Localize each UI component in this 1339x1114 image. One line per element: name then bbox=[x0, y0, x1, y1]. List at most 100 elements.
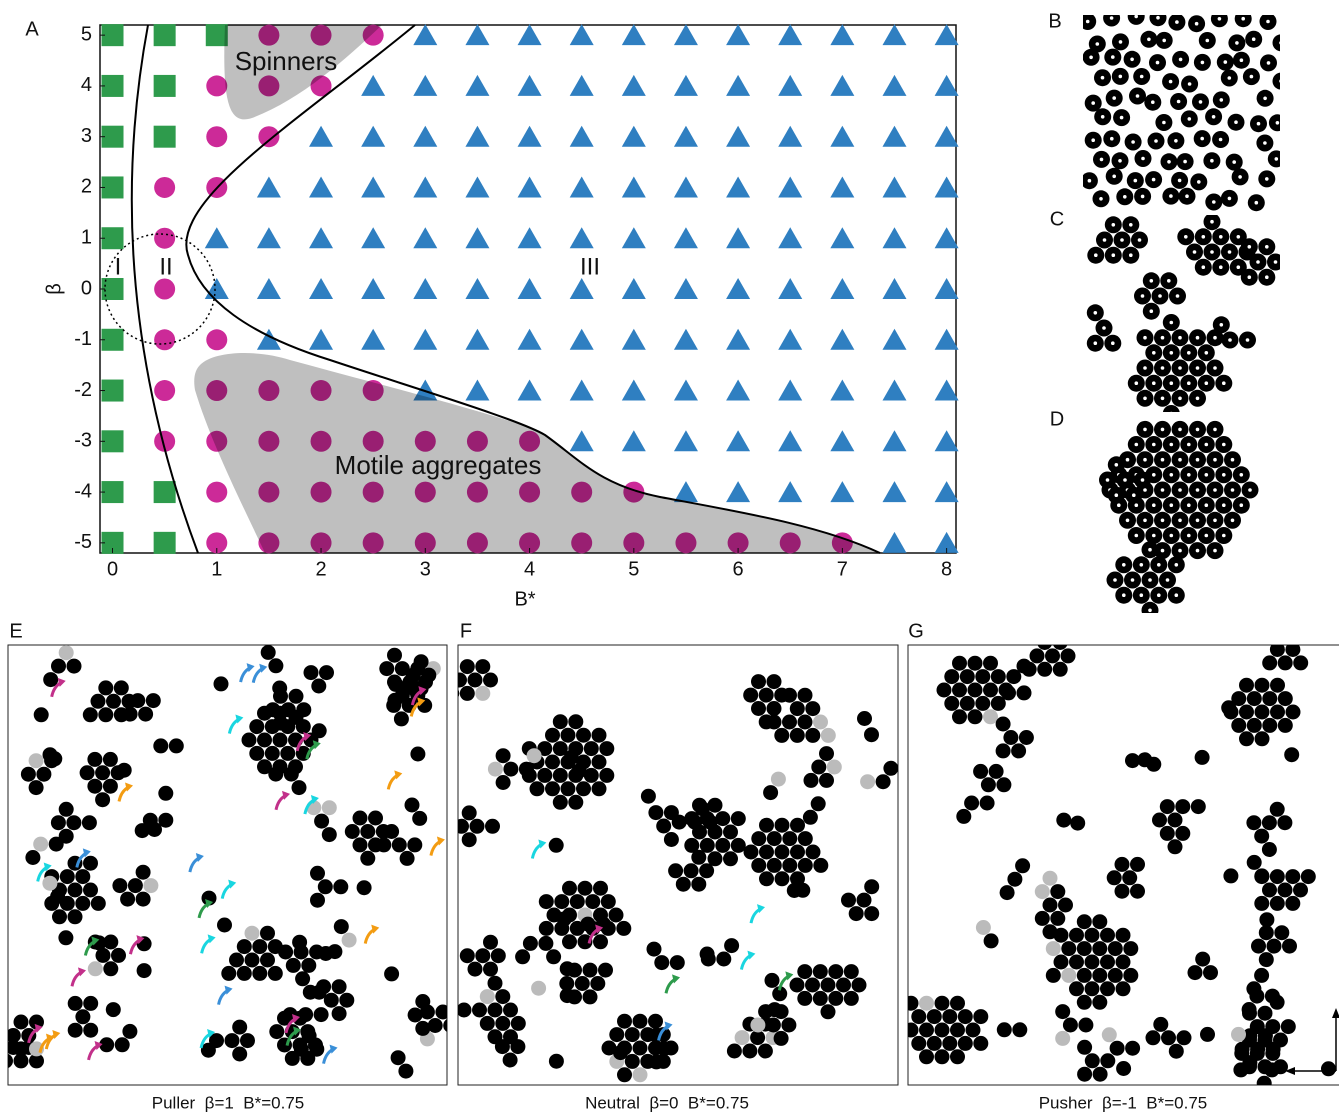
triangle-marker bbox=[778, 328, 803, 350]
particle-core bbox=[1102, 238, 1107, 242]
particle bbox=[321, 800, 337, 816]
triangle-marker bbox=[256, 227, 281, 249]
triangle-marker bbox=[621, 74, 646, 96]
arrow-head bbox=[228, 879, 237, 889]
particle-core bbox=[1222, 442, 1226, 447]
particle bbox=[934, 995, 950, 1011]
particle bbox=[467, 672, 483, 688]
particle bbox=[1070, 815, 1086, 831]
triangle-marker bbox=[465, 74, 490, 96]
particle bbox=[1037, 661, 1053, 677]
particle bbox=[1277, 655, 1293, 671]
particle bbox=[469, 818, 485, 834]
particle bbox=[957, 1035, 973, 1051]
x-tick-label: 2 bbox=[315, 558, 326, 580]
particle bbox=[58, 801, 74, 817]
particle-core bbox=[1091, 101, 1095, 105]
particle-core bbox=[1219, 98, 1224, 102]
particle bbox=[412, 810, 428, 826]
snapshot bbox=[1099, 420, 1259, 613]
particle bbox=[127, 878, 143, 894]
arrow-head bbox=[436, 836, 445, 846]
particle bbox=[113, 707, 129, 723]
particle bbox=[585, 894, 601, 910]
circle-marker bbox=[258, 532, 280, 554]
particle-core bbox=[1213, 518, 1217, 523]
particle bbox=[1076, 967, 1092, 983]
particle bbox=[95, 792, 111, 808]
particle-core bbox=[1157, 593, 1161, 597]
particle-core bbox=[1239, 58, 1244, 62]
markers bbox=[101, 24, 959, 554]
particle bbox=[25, 850, 41, 865]
particle bbox=[568, 714, 584, 730]
triangle-marker bbox=[569, 430, 594, 452]
particle bbox=[919, 1049, 934, 1065]
triangle-marker bbox=[361, 125, 386, 147]
particle-core bbox=[1178, 518, 1182, 523]
particle bbox=[1168, 1043, 1184, 1059]
particle-core bbox=[1178, 335, 1182, 340]
particle bbox=[311, 723, 327, 739]
particle-core bbox=[1195, 518, 1200, 523]
particle bbox=[591, 754, 607, 770]
triangle-marker bbox=[413, 24, 438, 46]
particle-core bbox=[1178, 457, 1182, 462]
particle-core bbox=[1195, 548, 1200, 553]
particle-core bbox=[1187, 503, 1191, 508]
triangle-marker bbox=[830, 278, 855, 299]
x-tick-label: 7 bbox=[837, 558, 848, 580]
particle bbox=[295, 971, 311, 987]
particle bbox=[600, 894, 616, 910]
particle bbox=[1141, 601, 1159, 613]
particle bbox=[66, 658, 82, 674]
particle bbox=[936, 682, 952, 698]
particle bbox=[1125, 1040, 1141, 1056]
particle-core bbox=[1210, 219, 1214, 224]
circle-marker bbox=[623, 532, 645, 554]
particle bbox=[590, 976, 606, 991]
particle bbox=[136, 963, 152, 979]
particle-core bbox=[1155, 60, 1160, 65]
particle bbox=[609, 1027, 625, 1043]
particle bbox=[819, 746, 834, 762]
particle bbox=[593, 934, 608, 950]
y-tick-label: -2 bbox=[74, 379, 92, 401]
particle bbox=[1246, 691, 1262, 707]
particle bbox=[51, 658, 66, 674]
particle bbox=[260, 645, 276, 660]
particle bbox=[1077, 1066, 1093, 1082]
particle bbox=[782, 714, 797, 730]
square-marker bbox=[153, 481, 176, 504]
particle bbox=[316, 979, 332, 995]
particle bbox=[1269, 869, 1285, 885]
particle bbox=[1069, 954, 1084, 970]
particle bbox=[577, 880, 593, 896]
particle-core bbox=[1160, 488, 1165, 492]
x-axis-label: B* bbox=[514, 588, 535, 610]
particle bbox=[1272, 72, 1280, 90]
particle-core bbox=[1118, 74, 1123, 79]
particle bbox=[1012, 1022, 1028, 1038]
particle bbox=[1175, 799, 1191, 815]
particle bbox=[546, 949, 562, 965]
triangle-marker bbox=[256, 328, 281, 350]
particle-core bbox=[1169, 194, 1173, 198]
particle-core bbox=[1156, 15, 1160, 20]
particle bbox=[1254, 967, 1270, 983]
square-marker bbox=[205, 24, 228, 47]
particle bbox=[730, 837, 746, 853]
particle bbox=[483, 934, 498, 950]
particle bbox=[582, 989, 598, 1005]
particle bbox=[236, 939, 252, 955]
particle bbox=[310, 865, 325, 881]
particle bbox=[942, 1035, 958, 1051]
triangle-marker bbox=[778, 125, 803, 147]
particle bbox=[75, 895, 91, 911]
particle bbox=[926, 1009, 942, 1025]
particle bbox=[1251, 938, 1266, 954]
particle bbox=[98, 680, 114, 696]
particle bbox=[1123, 941, 1139, 957]
particle bbox=[1175, 825, 1191, 841]
panel-label: B bbox=[1048, 10, 1061, 32]
